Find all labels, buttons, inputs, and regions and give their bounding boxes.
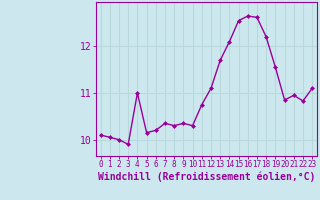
X-axis label: Windchill (Refroidissement éolien,°C): Windchill (Refroidissement éolien,°C) <box>98 172 315 182</box>
